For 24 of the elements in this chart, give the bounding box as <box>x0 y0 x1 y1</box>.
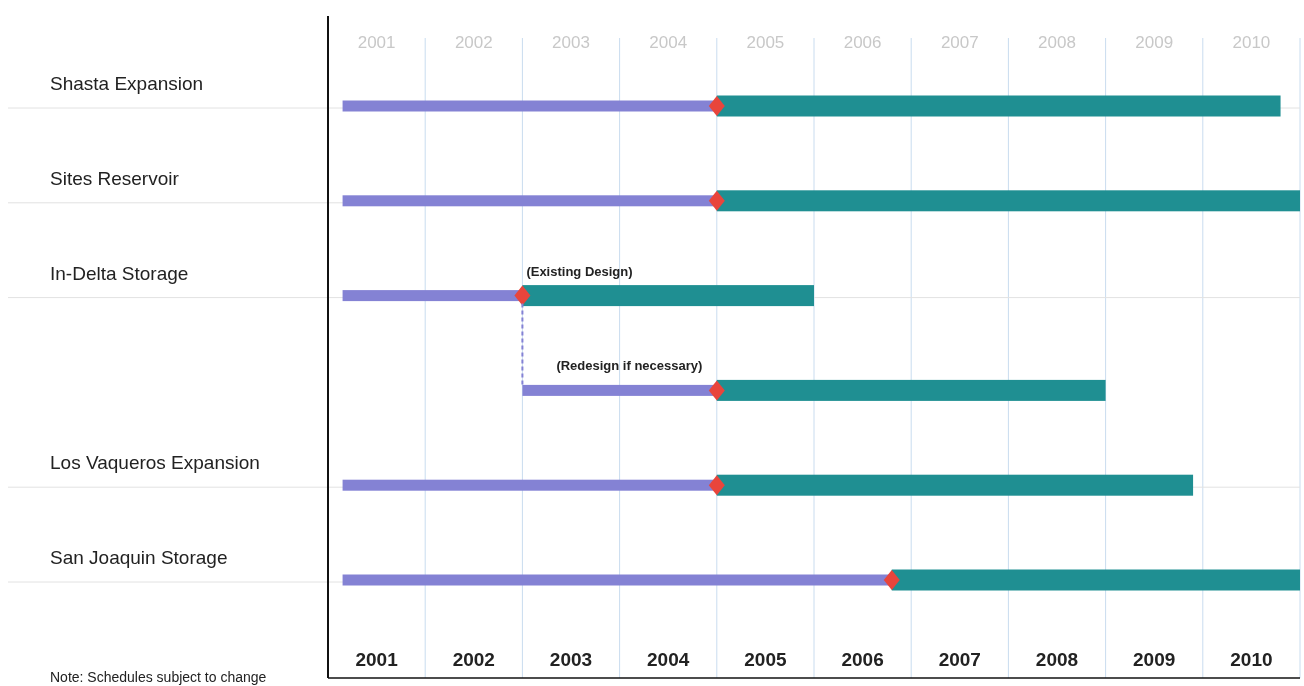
bar <box>716 190 1300 212</box>
annotation: (Redesign if necessary) <box>556 358 703 374</box>
x2-tick-label: 2002 <box>452 649 495 670</box>
x2-tick-label: 2010 <box>1230 649 1273 670</box>
y-tick-label: In-Delta Storage <box>50 262 189 284</box>
x2-tick-label: 2006 <box>841 649 884 670</box>
y-tick-label: Shasta Expansion <box>50 73 204 94</box>
bar <box>891 569 1300 591</box>
x2-tick-label: 2009 <box>1133 649 1176 670</box>
text: Note: Schedules subject to change <box>50 669 267 685</box>
y-tick-label: Sites Reservoir <box>50 167 180 189</box>
annotation: (Existing Design) <box>526 263 633 279</box>
x2-tick-label: 2001 <box>355 649 399 670</box>
x2-tick-label: 2004 <box>647 649 690 670</box>
x2-tick-label: 2005 <box>744 649 787 670</box>
bar <box>716 474 1194 496</box>
x2-tick-label: 2003 <box>549 649 593 670</box>
bar <box>716 379 1106 401</box>
x2-tick-label: 2007 <box>938 649 981 670</box>
y-tick-label: Los Vaqueros Expansion <box>50 452 260 474</box>
bar <box>522 285 814 307</box>
x2-tick-label: 2008 <box>1035 649 1079 670</box>
y-tick-label: San Joaquin Storage <box>50 547 228 568</box>
bar <box>716 95 1281 117</box>
